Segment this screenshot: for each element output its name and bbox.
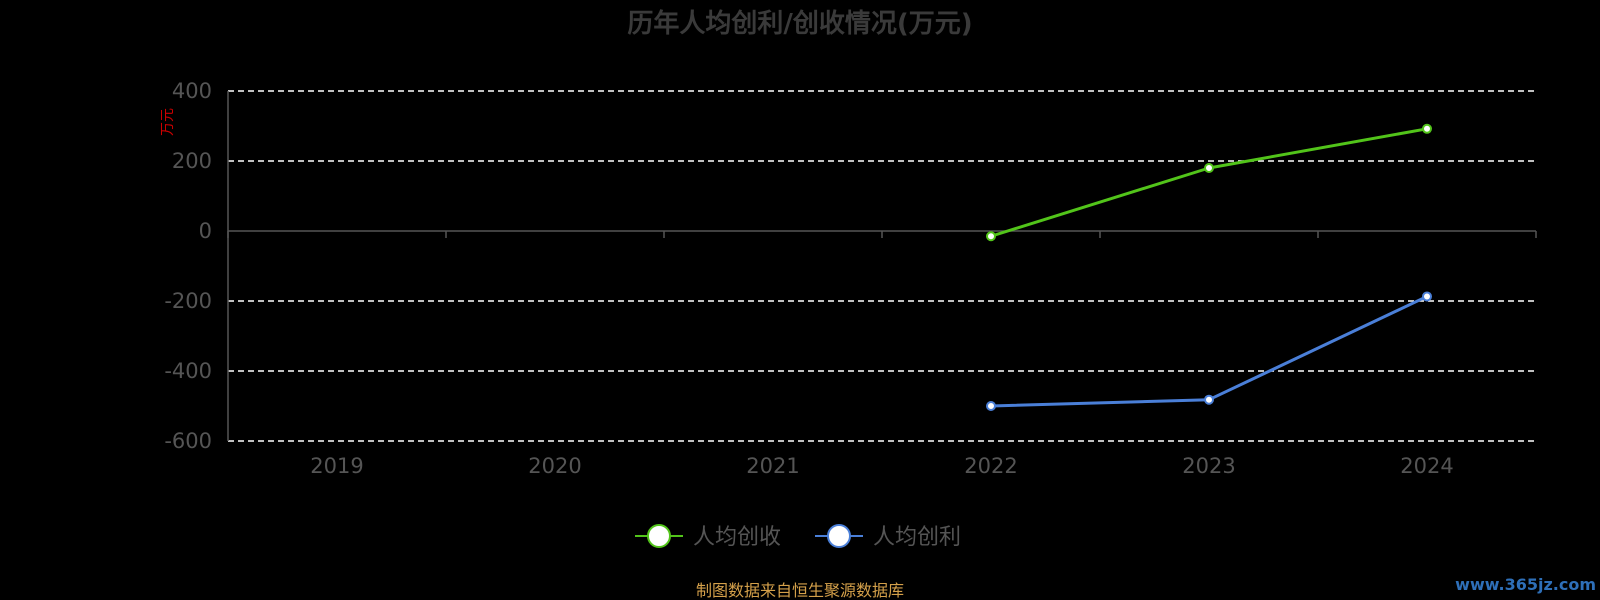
x-tick-label: 2021 — [746, 454, 799, 478]
data-point — [1204, 394, 1214, 405]
series-line-1 — [990, 295, 1428, 408]
x-tick-label: 2022 — [964, 454, 1017, 478]
legend-label: 人均创收 — [693, 525, 781, 550]
data-point — [1204, 163, 1214, 173]
legend-label: 人均创利 — [873, 525, 961, 550]
legend: 人均创收 人均创利 — [635, 524, 961, 550]
x-tick-label: 2024 — [1400, 454, 1453, 478]
x-tick-label: 2019 — [310, 454, 363, 478]
series-line-0 — [990, 127, 1428, 238]
data-point — [1422, 123, 1432, 134]
legend-marker — [647, 524, 671, 548]
source-note: 制图数据来自恒生聚源数据库 — [696, 581, 904, 600]
grid-layer — [228, 90, 1536, 442]
y-tick-label: -200 — [164, 289, 212, 313]
legend-item-0: 人均创收 — [635, 524, 781, 550]
y-tick-label: 400 — [172, 79, 212, 103]
x-tick-label: 2020 — [528, 454, 581, 478]
legend-marker — [827, 524, 851, 548]
x-tick-label: 2023 — [1182, 454, 1235, 478]
data-point — [986, 231, 996, 242]
legend-item-1: 人均创利 — [815, 524, 961, 550]
y-tick-label: 0 — [199, 219, 212, 243]
data-point — [1422, 291, 1432, 302]
y-tick-label: 200 — [172, 149, 212, 173]
data-point — [986, 401, 996, 411]
chart-title: 历年人均创利/创收情况(万元) — [627, 8, 972, 39]
series-layer — [986, 123, 1432, 411]
watermark: www.365jz.com — [1455, 575, 1596, 594]
y-tick-label: -400 — [164, 359, 212, 383]
y-axis-label: 万元 — [160, 108, 176, 136]
axis-layer: 400 200 0 -200 -400 -600 2019 2020 2021 2022 2023 2… — [164, 79, 1537, 478]
y-tick-label: -600 — [164, 429, 212, 453]
